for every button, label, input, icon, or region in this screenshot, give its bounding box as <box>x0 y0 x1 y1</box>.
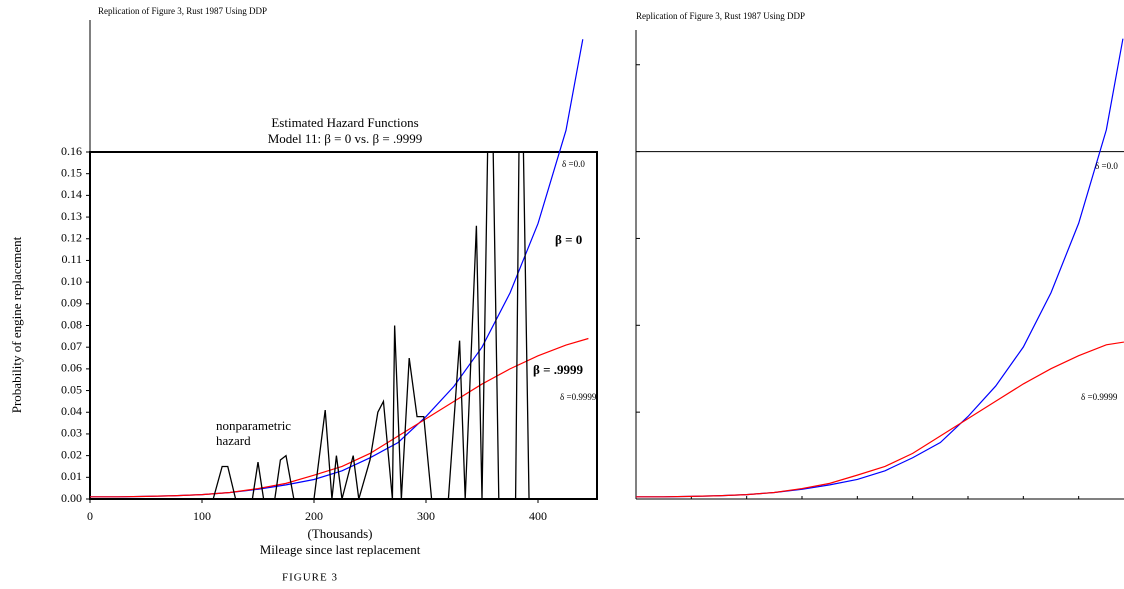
y-tick-label: 0.08 <box>61 317 82 331</box>
series-label: β = 0 <box>555 232 582 247</box>
figure-subtitle: Model 11: β = 0 vs. β = .9999 <box>268 131 423 146</box>
y-tick-label: 0.07 <box>61 339 82 353</box>
y-axis-label: Probability of engine replacement <box>9 236 24 413</box>
y-tick-label: 0.04 <box>61 404 82 418</box>
y-tick-label: 0.11 <box>61 252 82 266</box>
series-line <box>636 341 1124 498</box>
annotation: δ =0.0 <box>1095 161 1118 171</box>
x-tick-label: 0 <box>87 509 93 523</box>
annotation: δ =0.9999 <box>1081 392 1118 402</box>
y-tick-label: 0.05 <box>61 382 82 396</box>
chart-title: Replication of Figure 3, Rust 1987 Using… <box>636 11 805 21</box>
series-label: β = .9999 <box>533 362 584 377</box>
series-line <box>90 39 584 498</box>
x-tick-label: 100 <box>193 509 211 523</box>
y-tick-label: 0.06 <box>61 361 82 375</box>
series-label-box: nonparametric hazard <box>216 418 292 448</box>
series-line <box>90 337 589 498</box>
annotation: δ =0.9999 <box>560 392 597 402</box>
y-tick-label: 0.12 <box>61 231 82 245</box>
chart-title: Replication of Figure 3, Rust 1987 Using… <box>98 6 267 16</box>
x-tick-label: 400 <box>529 509 547 523</box>
y-tick-label: 0.02 <box>61 447 82 461</box>
y-tick-label: 0.03 <box>61 426 82 440</box>
y-tick-label: 0.09 <box>61 296 82 310</box>
figure-title: Estimated Hazard Functions <box>271 115 418 130</box>
series-line <box>636 38 1124 498</box>
annotation: δ =0.0 <box>562 159 585 169</box>
figure-frame <box>89 151 598 500</box>
caption: FIGURE 3 <box>282 572 338 584</box>
series-line <box>90 151 530 500</box>
y-tick-label: 0.01 <box>61 469 82 483</box>
y-tick-label: 0.13 <box>61 209 82 223</box>
x-axis-label: Mileage since last replacement <box>260 542 421 557</box>
y-tick-label: 0.14 <box>61 187 82 201</box>
series-label: nonparametric hazard <box>216 418 292 448</box>
x-tick-label: 300 <box>417 509 435 523</box>
y-tick-label: 0.15 <box>61 165 82 179</box>
y-tick-label: 0.10 <box>61 274 82 288</box>
x-tick-label: 200 <box>305 509 323 523</box>
x-unit: (Thousands) <box>308 526 373 541</box>
y-tick-label: 0.00 <box>61 491 82 505</box>
y-tick-label: 0.16 <box>61 144 82 158</box>
